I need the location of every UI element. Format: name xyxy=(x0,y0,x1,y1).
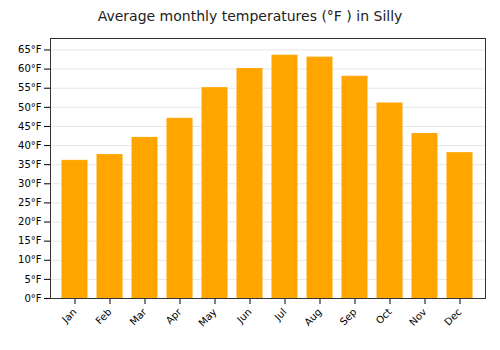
svg-text:Jan: Jan xyxy=(59,306,78,325)
svg-text:Oct: Oct xyxy=(374,306,394,326)
svg-text:Apr: Apr xyxy=(164,306,185,327)
svg-text:5°F: 5°F xyxy=(24,274,41,285)
svg-text:Feb: Feb xyxy=(93,306,113,326)
svg-text:10°F: 10°F xyxy=(18,254,42,265)
svg-text:Jun: Jun xyxy=(234,306,254,326)
svg-text:Dec: Dec xyxy=(442,306,463,327)
svg-text:65°F: 65°F xyxy=(18,44,42,55)
svg-text:0°F: 0°F xyxy=(24,293,41,304)
svg-text:20°F: 20°F xyxy=(18,216,42,227)
svg-text:Nov: Nov xyxy=(407,306,429,328)
svg-text:40°F: 40°F xyxy=(18,140,42,151)
svg-text:Jul: Jul xyxy=(272,306,289,323)
svg-text:45°F: 45°F xyxy=(18,121,42,132)
svg-text:Aug: Aug xyxy=(302,306,324,328)
svg-text:Sep: Sep xyxy=(338,306,359,327)
svg-text:60°F: 60°F xyxy=(18,63,42,74)
svg-text:50°F: 50°F xyxy=(18,102,42,113)
svg-text:May: May xyxy=(196,306,218,328)
svg-text:25°F: 25°F xyxy=(18,197,42,208)
svg-text:30°F: 30°F xyxy=(18,178,42,189)
svg-text:35°F: 35°F xyxy=(18,159,42,170)
svg-text:55°F: 55°F xyxy=(18,82,42,93)
svg-text:Mar: Mar xyxy=(128,306,150,328)
svg-text:15°F: 15°F xyxy=(18,235,42,246)
html-text:Average monthly temperatures (: Average monthly temperatures (°F ) in Si… xyxy=(97,8,403,24)
